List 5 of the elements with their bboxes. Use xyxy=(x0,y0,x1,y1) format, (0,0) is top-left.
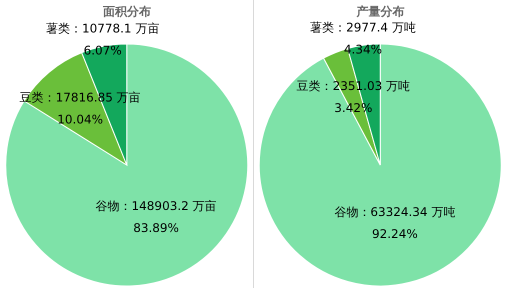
slice-label: 谷物：63324.34 万吨 92.24% xyxy=(334,204,456,241)
slice-label: 薯类：10778.1 万亩 6.07% xyxy=(46,22,160,58)
slice-label: 谷物：148903.2 万亩 83.89% xyxy=(96,199,217,236)
chart-title: 面积分布 xyxy=(102,4,151,18)
chart-title: 产量分布 xyxy=(355,4,404,18)
